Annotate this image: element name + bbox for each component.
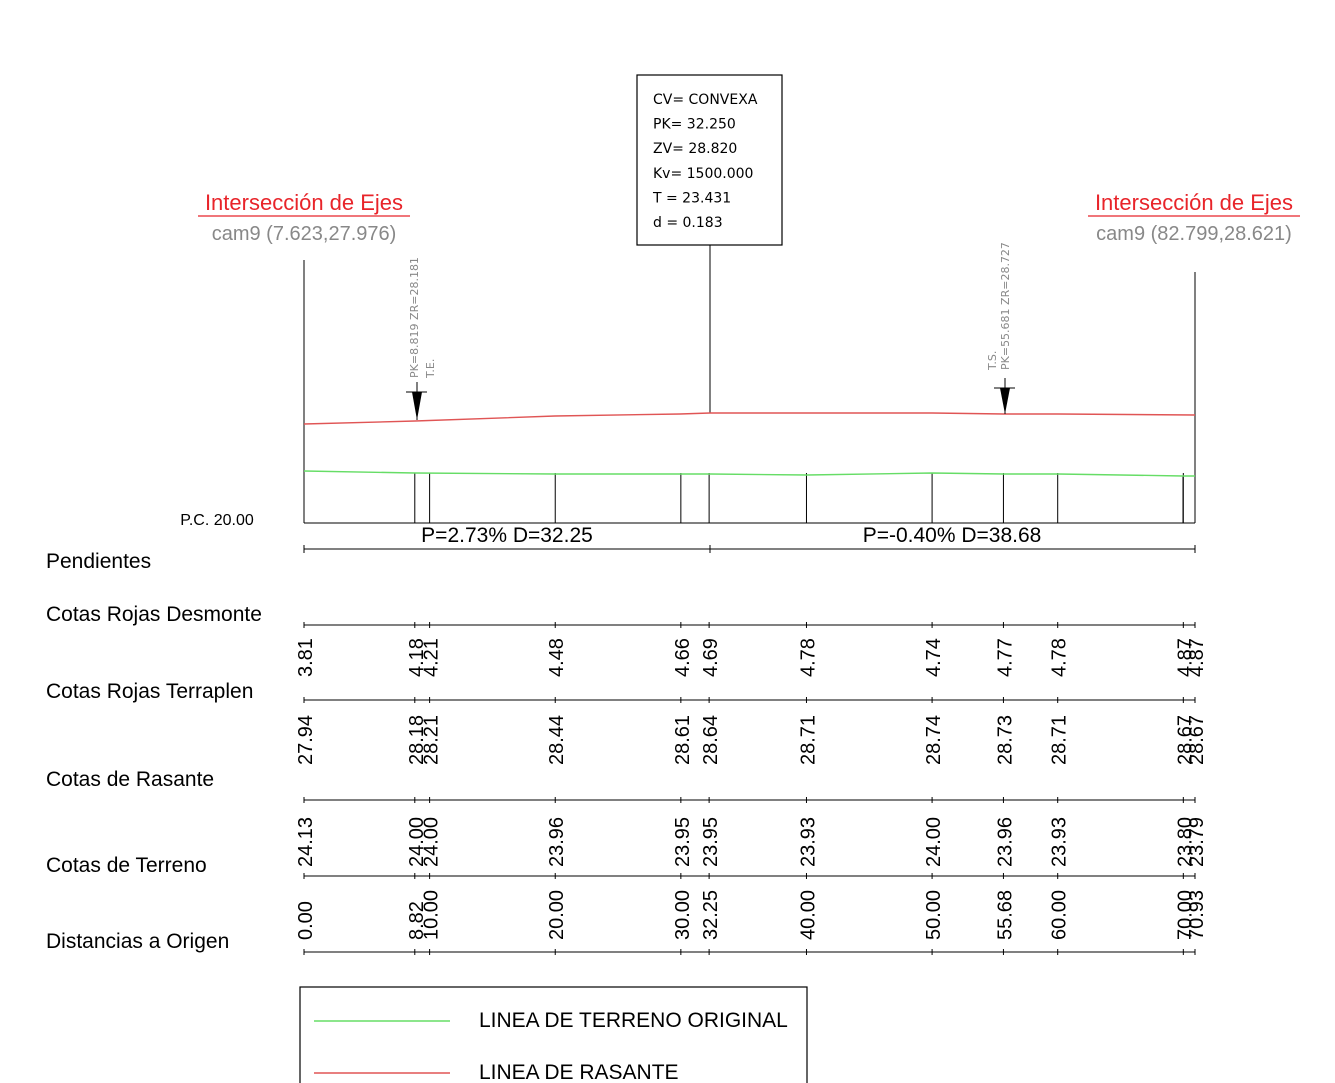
row-label-distancias: Distancias a Origen <box>46 930 229 953</box>
station-value-roja: 4.78 <box>797 638 819 677</box>
row-label-desmonte: Cotas Rojas Desmonte <box>46 603 262 626</box>
station-value-dist: 40.00 <box>797 890 819 940</box>
station-value-terreno: 24.13 <box>295 817 317 867</box>
row-label-terreno: Cotas de Terreno <box>46 854 207 877</box>
station-value-roja: 4.74 <box>923 638 945 677</box>
station-verticals <box>414 473 1184 523</box>
slope-right-label: P=-0.40% D=38.68 <box>863 524 1042 547</box>
station-value-dist: 32.25 <box>700 890 722 940</box>
curve-info-line: Kv= 1500.000 <box>653 166 753 182</box>
station-value-dist: 55.68 <box>994 890 1016 940</box>
vertical-curve-box <box>636 74 783 246</box>
left-intersection-coords: cam9 (7.623,27.976) <box>212 223 397 245</box>
ts-pk-label: PK=55.681 ZR=28.727 <box>999 242 1012 370</box>
station-values: 3.81 27.94 24.13 0.00 4.18 28.18 24.00 8.82 4.21… <box>295 622 1208 955</box>
station-value-terreno: 24.00 <box>421 817 443 867</box>
curve-info-line: T = 23.431 <box>652 190 731 206</box>
station-value-dist: 8.82 <box>406 901 428 940</box>
station-value-rasante: 27.94 <box>295 715 317 765</box>
station-value-dist: 50.00 <box>923 890 945 940</box>
station-value-roja: 4.78 <box>1049 638 1071 677</box>
station-value-roja: 4.21 <box>421 638 443 677</box>
ts-label: T.S. <box>986 351 999 371</box>
legend-box <box>299 986 808 1083</box>
station-value-roja: 4.69 <box>700 638 722 677</box>
right-intersection-title: Intersección de Ejes <box>1095 190 1293 215</box>
station-value-dist: 20.00 <box>546 890 568 940</box>
station-value-rasante: 28.73 <box>994 715 1016 765</box>
station-value-dist: 70.00 <box>1174 890 1196 940</box>
station-value-dist: 70.93 <box>1186 890 1208 940</box>
legend-terrain-label: LINEA DE TERRENO ORIGINAL <box>479 1009 788 1032</box>
curve-info-line: PK= 32.250 <box>653 117 736 133</box>
station-value-roja: 4.87 <box>1174 638 1196 677</box>
te-marker: PK=8.819 ZR=28.181 T.E. <box>406 257 437 420</box>
legend-rasante-label: LINEA DE RASANTE <box>479 1061 679 1083</box>
station-value-terreno: 23.95 <box>672 817 694 867</box>
curve-info-line: d = 0.183 <box>653 215 723 231</box>
station-value-roja: 4.87 <box>1186 638 1208 677</box>
station-value-terreno: 23.80 <box>1174 817 1196 867</box>
station-value-roja: 3.81 <box>295 638 317 677</box>
station-value-terreno: 23.93 <box>1049 817 1071 867</box>
left-intersection-title: Intersección de Ejes <box>205 190 403 215</box>
station-value-rasante: 28.71 <box>797 715 819 765</box>
te-pk-label: PK=8.819 ZR=28.181 <box>408 257 421 378</box>
pc-label: P.C. 20.00 <box>180 512 254 529</box>
right-intersection-coords: cam9 (82.799,28.621) <box>1096 223 1292 245</box>
te-label: T.E. <box>424 359 437 379</box>
station-value-rasante: 28.74 <box>923 715 945 765</box>
station-value-terreno: 24.00 <box>406 817 428 867</box>
station-value-roja: 4.48 <box>546 638 568 677</box>
row-label-rasante: Cotas de Rasante <box>46 768 214 791</box>
station-value-dist: 60.00 <box>1049 890 1071 940</box>
station-value-roja: 4.18 <box>406 638 428 677</box>
station-value-terreno: 23.95 <box>700 817 722 867</box>
station-value-rasante: 28.44 <box>546 715 568 765</box>
station-value-terreno: 23.79 <box>1186 817 1208 867</box>
station-value-terreno: 24.00 <box>923 817 945 867</box>
station-value-roja: 4.77 <box>994 638 1016 677</box>
station-value-rasante: 28.18 <box>406 715 428 765</box>
station-value-roja: 4.66 <box>672 638 694 677</box>
rasante-line <box>303 412 1196 425</box>
station-value-rasante: 28.64 <box>700 715 722 765</box>
row-label-terraplen: Cotas Rojas Terraplen <box>46 680 253 703</box>
station-value-dist: 30.00 <box>672 890 694 940</box>
ts-marker: T.S. PK=55.681 ZR=28.727 <box>986 242 1015 414</box>
vertical-curve-info: CV= CONVEXA PK= 32.250 ZV= 28.820 Kv= 1500.… <box>652 92 758 231</box>
station-value-dist: 0.00 <box>295 901 317 940</box>
curve-info-line: CV= CONVEXA <box>653 92 758 108</box>
station-value-rasante: 28.67 <box>1174 715 1196 765</box>
station-value-terreno: 23.93 <box>797 817 819 867</box>
terrain-line <box>303 470 1195 477</box>
station-value-dist: 10.00 <box>421 890 443 940</box>
station-value-terreno: 23.96 <box>994 817 1016 867</box>
station-value-rasante: 28.61 <box>672 715 694 765</box>
station-value-terreno: 23.96 <box>546 817 568 867</box>
slope-left-label: P=2.73% D=32.25 <box>421 524 593 547</box>
station-value-rasante: 28.21 <box>421 715 443 765</box>
station-value-rasante: 28.71 <box>1049 715 1071 765</box>
curve-info-line: ZV= 28.820 <box>653 141 737 157</box>
row-label-pendientes: Pendientes <box>46 550 151 573</box>
station-value-rasante: 28.67 <box>1186 715 1208 765</box>
